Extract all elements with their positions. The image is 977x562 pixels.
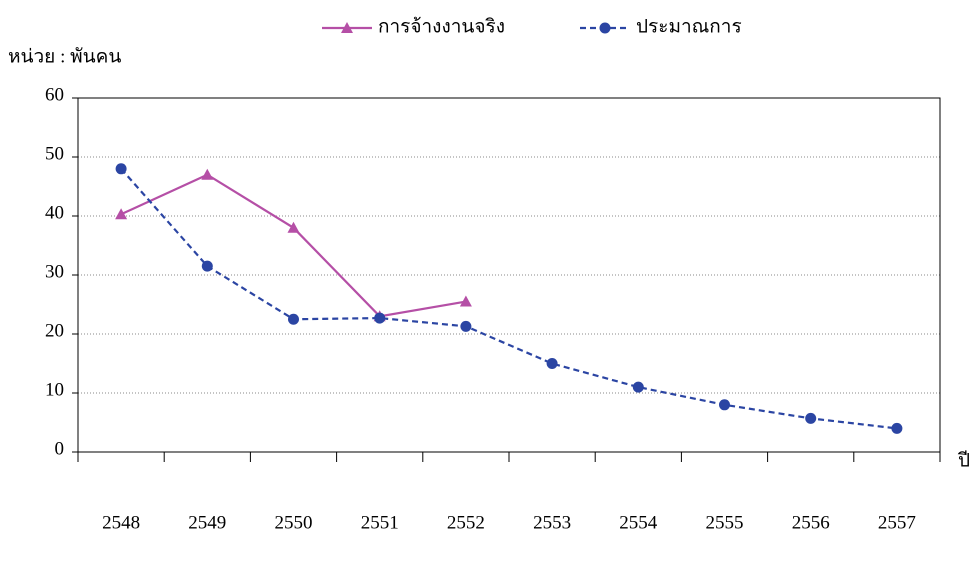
x-tick-label: 2557 [878, 512, 916, 533]
point [891, 422, 903, 434]
y-axis-label: หน่วย : พันคน [8, 46, 121, 67]
point [115, 163, 127, 175]
point [374, 312, 386, 324]
legend-marker [599, 22, 611, 34]
point [287, 221, 300, 233]
x-tick-label: 2548 [102, 512, 140, 533]
y-tick-label: 0 [55, 438, 65, 459]
point [805, 412, 817, 424]
y-tick-label: 10 [45, 379, 64, 400]
x-tick-label: 2552 [447, 512, 485, 533]
x-tick-label: 2551 [361, 512, 399, 533]
series-line [120, 173, 467, 318]
point [201, 168, 214, 180]
x-tick-label: 2553 [533, 512, 571, 533]
point [460, 320, 472, 332]
y-tick-label: 40 [45, 202, 64, 223]
y-tick-label: 20 [45, 320, 64, 341]
legend-label: ประมาณการ [636, 16, 742, 37]
y-tick-label: 30 [45, 261, 64, 282]
x-tick-label: 2555 [706, 512, 744, 533]
y-tick-label: 50 [45, 143, 64, 164]
point [288, 313, 299, 325]
point [459, 295, 472, 307]
x-axis-label: ปี [957, 449, 970, 471]
point [719, 399, 730, 411]
series-line [120, 168, 898, 430]
x-tick-label: 2554 [619, 512, 658, 533]
point [546, 358, 558, 369]
legend-label: การจ้างงานจริง [378, 16, 505, 37]
x-tick-label: 2556 [792, 512, 830, 533]
y-tick-label: 60 [45, 84, 64, 105]
point [632, 381, 644, 393]
point [201, 260, 213, 272]
x-tick-label: 2549 [188, 512, 226, 533]
legend-marker [341, 22, 353, 33]
point [115, 208, 128, 220]
x-tick-label: 2550 [275, 512, 313, 533]
